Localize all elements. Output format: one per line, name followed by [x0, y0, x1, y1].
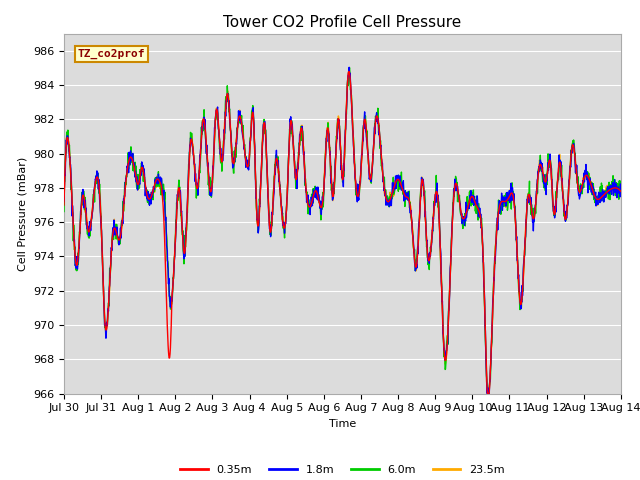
6.0m: [184, 188, 191, 193]
23.5m: [483, 391, 491, 396]
23.5m: [170, 258, 178, 264]
0.35m: [502, 198, 510, 204]
0.35m: [552, 207, 559, 213]
0.35m: [484, 391, 492, 396]
23.5m: [184, 193, 191, 199]
1.8m: [60, 198, 68, 204]
23.5m: [345, 69, 353, 74]
1.8m: [429, 215, 437, 220]
6.0m: [346, 65, 353, 71]
6.0m: [429, 214, 437, 220]
1.8m: [502, 198, 510, 204]
X-axis label: Time: Time: [329, 419, 356, 429]
0.35m: [429, 216, 437, 222]
23.5m: [429, 215, 437, 221]
Line: 0.35m: 0.35m: [64, 72, 621, 394]
23.5m: [552, 206, 559, 212]
6.0m: [484, 391, 492, 396]
6.0m: [617, 184, 625, 190]
0.35m: [184, 192, 191, 197]
23.5m: [502, 200, 510, 206]
0.35m: [617, 189, 625, 194]
6.0m: [246, 135, 254, 141]
Title: Tower CO2 Profile Cell Pressure: Tower CO2 Profile Cell Pressure: [223, 15, 461, 30]
23.5m: [60, 204, 68, 209]
1.8m: [246, 139, 254, 144]
1.8m: [552, 205, 559, 211]
Y-axis label: Cell Pressure (mBar): Cell Pressure (mBar): [17, 156, 28, 271]
0.35m: [60, 202, 68, 208]
1.8m: [617, 185, 625, 191]
1.8m: [483, 391, 491, 396]
Legend: 0.35m, 1.8m, 6.0m, 23.5m: 0.35m, 1.8m, 6.0m, 23.5m: [175, 460, 509, 479]
23.5m: [617, 190, 625, 195]
6.0m: [552, 209, 559, 215]
6.0m: [60, 209, 68, 215]
6.0m: [502, 190, 510, 196]
Text: TZ_co2prof: TZ_co2prof: [78, 49, 145, 59]
0.35m: [170, 259, 178, 264]
0.35m: [345, 69, 353, 74]
Line: 23.5m: 23.5m: [64, 72, 621, 394]
6.0m: [170, 255, 178, 261]
1.8m: [346, 64, 353, 70]
0.35m: [246, 143, 254, 148]
1.8m: [170, 259, 178, 264]
Line: 6.0m: 6.0m: [64, 68, 621, 394]
1.8m: [184, 187, 191, 192]
23.5m: [246, 142, 254, 148]
Line: 1.8m: 1.8m: [64, 67, 621, 394]
